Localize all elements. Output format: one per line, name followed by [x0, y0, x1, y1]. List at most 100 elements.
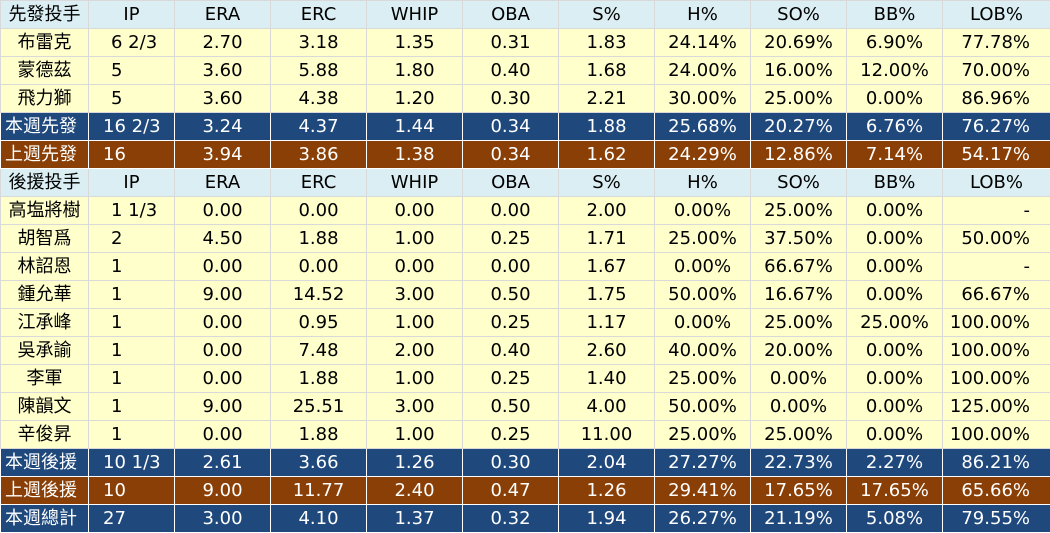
s-pct-cell: 1.67	[559, 253, 655, 281]
s-pct-cell: 2.04	[559, 449, 655, 477]
oba-cell: 0.25	[463, 421, 559, 449]
ip-cell: 10	[89, 477, 175, 505]
h-pct-cell: 30.00%	[655, 85, 751, 113]
lob-pct-cell: 125.00%	[943, 393, 1050, 421]
h-pct-cell: 0.00%	[655, 309, 751, 337]
lob-pct-cell: 50.00%	[943, 225, 1050, 253]
era-cell: 4.50	[175, 225, 271, 253]
erc-cell: 3.66	[271, 449, 367, 477]
h-pct-cell: 29.41%	[655, 477, 751, 505]
ip-cell: IP	[89, 169, 175, 197]
so-pct-cell: 22.73%	[751, 449, 847, 477]
oba-cell: 0.50	[463, 281, 559, 309]
ip-cell: 16 2/3	[89, 113, 175, 141]
oba-cell: 0.34	[463, 113, 559, 141]
so-pct-cell: 17.65%	[751, 477, 847, 505]
h-pct-cell: 24.00%	[655, 57, 751, 85]
s-pct-cell: 1.88	[559, 113, 655, 141]
h-pct-cell: 0.00%	[655, 197, 751, 225]
whip-cell: 1.00	[367, 421, 463, 449]
so-pct-cell: 0.00%	[751, 393, 847, 421]
era-cell: 3.24	[175, 113, 271, 141]
name-cell: 先發投手	[1, 1, 89, 29]
so-pct-cell: 21.19%	[751, 505, 847, 533]
so-pct-cell: 12.86%	[751, 141, 847, 169]
bb-pct-cell: 0.00%	[847, 225, 943, 253]
ip-cell: 1	[89, 309, 175, 337]
oba-cell: 0.40	[463, 337, 559, 365]
name-cell: 本週後援	[1, 449, 89, 477]
ip-cell: 1	[89, 253, 175, 281]
ip-cell: 1	[89, 421, 175, 449]
so-pct-cell: 25.00%	[751, 421, 847, 449]
era-cell: 0.00	[175, 421, 271, 449]
s-pct-cell: 1.17	[559, 309, 655, 337]
erc-cell: 4.38	[271, 85, 367, 113]
lob-pct-cell: 100.00%	[943, 337, 1050, 365]
h-pct-cell: 27.27%	[655, 449, 751, 477]
name-cell: 上週後援	[1, 477, 89, 505]
h-pct-cell: 25.68%	[655, 113, 751, 141]
era-cell: 9.00	[175, 477, 271, 505]
s-pct-cell: 2.00	[559, 197, 655, 225]
whip-cell: 1.35	[367, 29, 463, 57]
so-pct-cell: SO%	[751, 1, 847, 29]
so-pct-cell: 25.00%	[751, 197, 847, 225]
era-cell: 3.94	[175, 141, 271, 169]
so-pct-cell: 37.50%	[751, 225, 847, 253]
so-pct-cell: 20.00%	[751, 337, 847, 365]
s-pct-cell: 11.00	[559, 421, 655, 449]
lob-pct-cell: 76.27%	[943, 113, 1050, 141]
h-pct-cell: 24.14%	[655, 29, 751, 57]
h-pct-cell: 50.00%	[655, 281, 751, 309]
name-cell: 飛力獅	[1, 85, 89, 113]
whip-cell: 1.20	[367, 85, 463, 113]
ip-cell: 1 1/3	[89, 197, 175, 225]
ip-cell: 27	[89, 505, 175, 533]
lob-pct-cell: 77.78%	[943, 29, 1050, 57]
whip-cell: 1.37	[367, 505, 463, 533]
erc-cell: 0.00	[271, 197, 367, 225]
name-cell: 辛俊昇	[1, 421, 89, 449]
s-pct-cell: 2.60	[559, 337, 655, 365]
whip-cell: 3.00	[367, 281, 463, 309]
s-pct-cell: 1.71	[559, 225, 655, 253]
name-cell: 高塩將樹	[1, 197, 89, 225]
name-cell: 上週先發	[1, 141, 89, 169]
lob-pct-cell: LOB%	[943, 1, 1050, 29]
lob-pct-cell: LOB%	[943, 169, 1050, 197]
so-pct-cell: 20.69%	[751, 29, 847, 57]
whip-cell: 1.00	[367, 365, 463, 393]
oba-cell: 0.50	[463, 393, 559, 421]
ip-cell: 6 2/3	[89, 29, 175, 57]
oba-cell: 0.30	[463, 449, 559, 477]
lob-pct-cell: 86.21%	[943, 449, 1050, 477]
so-pct-cell: 66.67%	[751, 253, 847, 281]
s-pct-cell: 1.94	[559, 505, 655, 533]
bb-pct-cell: 0.00%	[847, 253, 943, 281]
erc-cell: 25.51	[271, 393, 367, 421]
ip-cell: 16	[89, 141, 175, 169]
ip-cell: IP	[89, 1, 175, 29]
oba-cell: 0.00	[463, 253, 559, 281]
so-pct-cell: SO%	[751, 169, 847, 197]
erc-cell: 14.52	[271, 281, 367, 309]
bb-pct-cell: 12.00%	[847, 57, 943, 85]
name-cell: 江承峰	[1, 309, 89, 337]
bb-pct-cell: 0.00%	[847, 393, 943, 421]
lob-pct-cell: 54.17%	[943, 141, 1050, 169]
s-pct-cell: 1.62	[559, 141, 655, 169]
name-cell: 布雷克	[1, 29, 89, 57]
oba-cell: 0.25	[463, 309, 559, 337]
erc-cell: 3.86	[271, 141, 367, 169]
erc-cell: 7.48	[271, 337, 367, 365]
erc-cell: 1.88	[271, 365, 367, 393]
